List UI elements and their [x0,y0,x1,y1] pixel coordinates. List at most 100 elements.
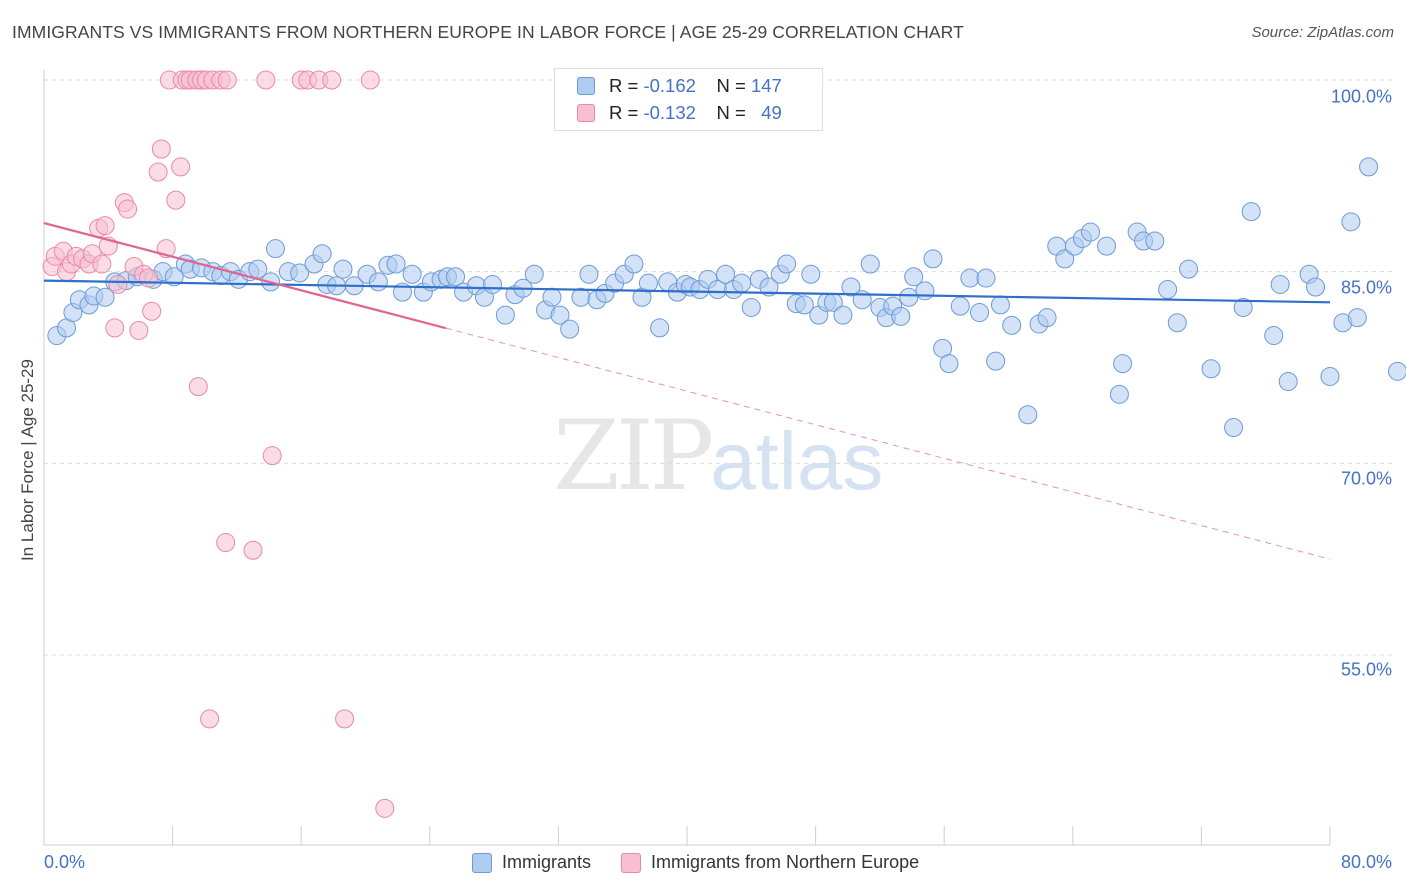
data-point [716,264,736,284]
data-point [1278,372,1298,392]
data-point [650,318,670,338]
data-point [560,319,580,339]
data-point [322,70,342,90]
data-point [151,139,171,159]
data-point [1201,359,1221,379]
legend-label-immigrants: Immigrants [502,852,592,872]
data-point [166,190,186,210]
x-tick-label-max: 80.0% [1340,852,1392,872]
data-point [446,267,466,287]
data-point [1341,212,1361,232]
data-point [335,709,355,729]
data-point [923,249,943,269]
data-point [164,267,184,287]
data-point [360,70,380,90]
axes [43,70,1331,846]
data-point [188,377,208,397]
series-northern-europe [42,70,395,818]
data-point [129,320,149,340]
data-point [1233,297,1253,317]
data-point [732,273,752,293]
data-point [777,254,797,274]
data-point [939,354,959,374]
trend-line [43,222,447,330]
data-point [860,254,880,274]
data-point [1113,354,1133,374]
legend-n-label: N = [716,102,746,123]
data-point [368,272,388,292]
data-point [171,157,191,177]
data-point [638,273,658,293]
data-point [482,274,502,294]
data-point [1306,277,1326,297]
chart-title: IMMIGRANTS VS IMMIGRANTS FROM NORTHERN E… [12,22,964,42]
data-point [256,70,276,90]
data-point [1241,202,1261,222]
data-point [841,277,861,297]
data-point [386,254,406,274]
data-point [1080,222,1100,242]
data-point [265,239,285,259]
data-point [976,268,996,288]
trend-line [43,279,1331,304]
legend-swatch-immigrants [577,77,595,95]
data-point [262,446,282,466]
data-point [741,297,761,317]
data-point [1270,274,1290,294]
data-point [108,274,128,294]
legend-row-northern-europe: R = -0.132 N = 49 [577,102,782,124]
source-credit: Source: ZipAtlas.com [1251,24,1394,41]
grid-lines [44,79,1395,656]
data-point [990,295,1010,315]
data-point [579,264,599,284]
data-point [571,287,591,307]
data-point [312,244,332,264]
data-point [92,254,112,274]
data-point [1037,308,1057,328]
x-tick-label-min: 0.0% [44,852,86,872]
data-point [142,301,162,321]
data-point [833,305,853,325]
data-point [95,287,115,307]
data-point [1002,315,1022,335]
data-point [891,306,911,326]
data-point [904,267,924,287]
legend-row-immigrants: R = -0.162 N = 147 [577,75,782,97]
data-point [1359,157,1379,177]
data-point [524,264,544,284]
data-point [105,318,125,338]
data-point [986,351,1006,371]
data-point [495,305,515,325]
data-point [1018,405,1038,425]
data-point [1320,366,1340,386]
data-point [550,305,570,325]
trend-lines [43,222,1331,560]
legend-r-label: R = [609,102,639,123]
data-point [759,277,779,297]
y-tick-label: 55.0% [1340,659,1392,680]
data-point [1167,313,1187,333]
data-point [1109,384,1129,404]
data-point [915,281,935,301]
data-point [542,287,562,307]
correlation-legend: R = -0.162 N = 147 R = -0.132 N = 49 [554,68,823,131]
data-point [1179,259,1199,279]
data-point [148,162,168,182]
data-point [801,264,821,284]
data-point [243,540,263,560]
data-point [899,287,919,307]
data-point [960,268,980,288]
y-tick-label: 85.0% [1340,277,1392,298]
data-point [118,199,138,219]
data-point [290,263,310,283]
data-point [1145,231,1165,251]
y-axis-label: In Labor Force | Age 25-29 [18,359,37,561]
data-point [1097,236,1117,256]
data-point [1158,280,1178,300]
data-point [217,70,237,90]
legend-swatch-immigrants [472,852,492,873]
watermark-zip: ZIP [553,400,714,512]
legend-n-value: 49 [761,102,782,123]
legend-r-value: -0.132 [643,102,696,123]
data-point [950,296,970,316]
